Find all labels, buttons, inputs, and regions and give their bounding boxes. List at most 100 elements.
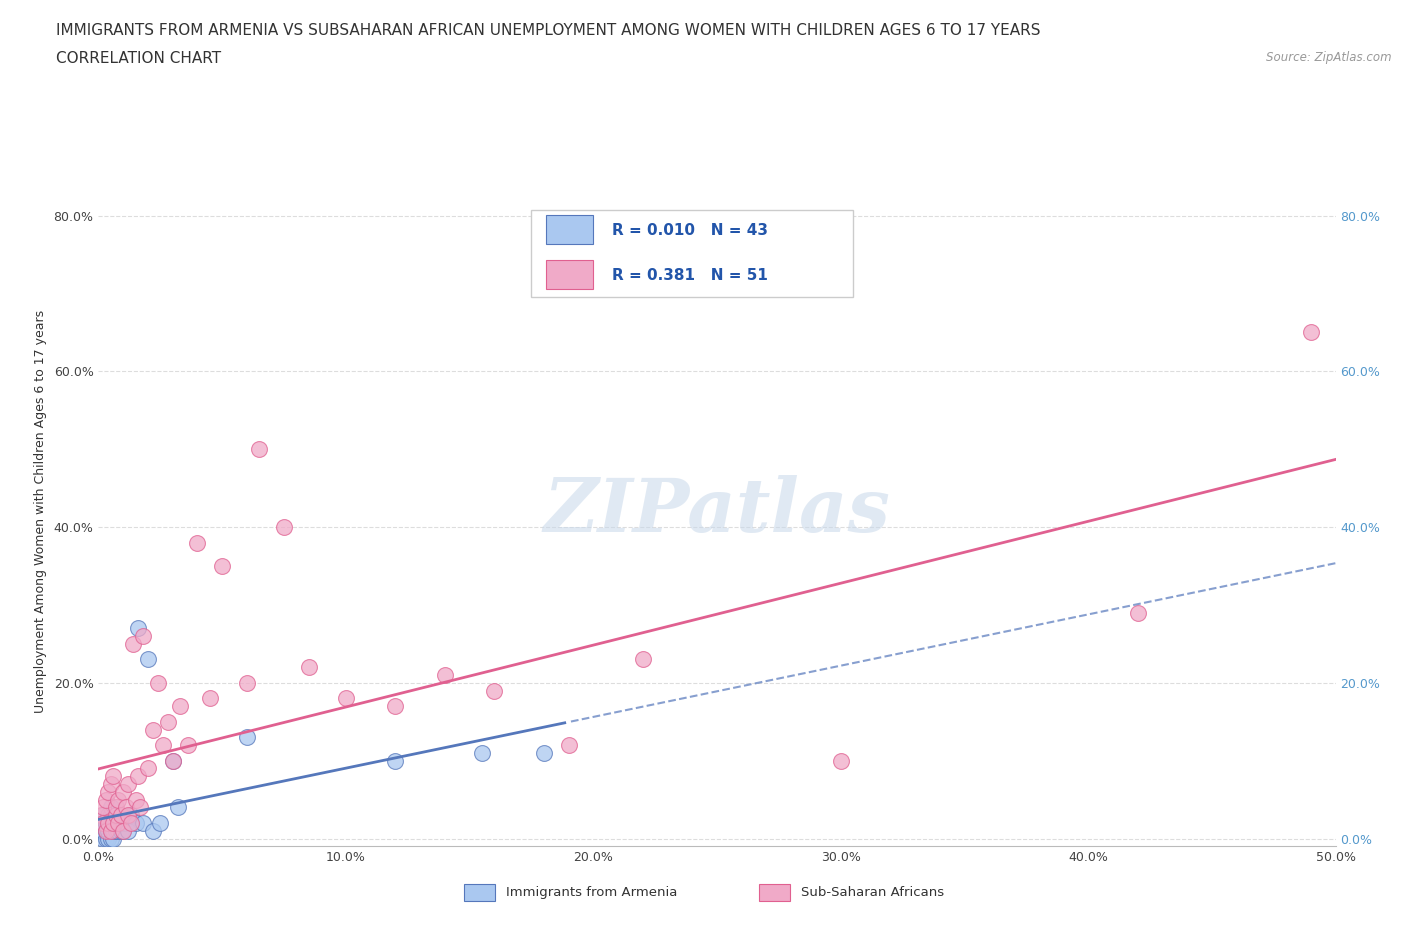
Point bbox=[104, 816, 127, 830]
Y-axis label: Unemployment Among Women with Children Ages 6 to 17 years: Unemployment Among Women with Children A… bbox=[34, 310, 46, 713]
Point bbox=[186, 535, 208, 550]
Point bbox=[93, 800, 115, 815]
Point bbox=[631, 652, 654, 667]
Point bbox=[112, 816, 135, 830]
Point bbox=[166, 800, 188, 815]
Point bbox=[120, 808, 142, 823]
Point bbox=[107, 823, 129, 838]
Point bbox=[100, 800, 122, 815]
Point bbox=[132, 816, 155, 830]
Point bbox=[176, 737, 198, 752]
Point bbox=[236, 730, 259, 745]
Point bbox=[104, 808, 127, 823]
Point bbox=[533, 746, 555, 761]
Point bbox=[471, 746, 494, 761]
Point bbox=[484, 684, 506, 698]
Point bbox=[152, 737, 174, 752]
Point bbox=[136, 652, 159, 667]
Point bbox=[103, 769, 125, 784]
Point bbox=[112, 823, 135, 838]
Point bbox=[1126, 605, 1149, 620]
Point bbox=[100, 808, 122, 823]
Point bbox=[104, 823, 127, 838]
Point bbox=[100, 823, 122, 838]
Point bbox=[93, 816, 115, 830]
Point bbox=[100, 831, 122, 846]
Point bbox=[93, 823, 115, 838]
Point bbox=[114, 800, 136, 815]
Point bbox=[384, 753, 406, 768]
Point bbox=[103, 823, 125, 838]
Point bbox=[110, 816, 132, 830]
Point bbox=[90, 808, 112, 823]
Point bbox=[103, 816, 125, 830]
Point bbox=[120, 816, 142, 830]
Point bbox=[110, 808, 132, 823]
Point bbox=[335, 691, 357, 706]
Point bbox=[117, 823, 139, 838]
Point bbox=[94, 831, 117, 846]
Text: IMMIGRANTS FROM ARMENIA VS SUBSAHARAN AFRICAN UNEMPLOYMENT AMONG WOMEN WITH CHIL: IMMIGRANTS FROM ARMENIA VS SUBSAHARAN AF… bbox=[56, 23, 1040, 38]
Point bbox=[142, 823, 165, 838]
Point bbox=[107, 816, 129, 830]
Point bbox=[100, 816, 122, 830]
Point bbox=[97, 823, 120, 838]
Point bbox=[127, 769, 149, 784]
Point bbox=[124, 816, 146, 830]
Point bbox=[384, 698, 406, 713]
Text: ZIPatlas: ZIPatlas bbox=[544, 475, 890, 548]
Point bbox=[136, 761, 159, 776]
Point bbox=[97, 816, 120, 830]
Text: R = 0.010   N = 43: R = 0.010 N = 43 bbox=[612, 223, 768, 238]
Point bbox=[103, 816, 125, 830]
Point bbox=[112, 823, 135, 838]
Text: R = 0.381   N = 51: R = 0.381 N = 51 bbox=[612, 268, 768, 283]
Point bbox=[107, 792, 129, 807]
Point bbox=[117, 777, 139, 791]
Text: Source: ZipAtlas.com: Source: ZipAtlas.com bbox=[1267, 51, 1392, 64]
Point bbox=[433, 668, 456, 683]
Point bbox=[169, 698, 191, 713]
Point bbox=[122, 636, 145, 651]
Point bbox=[162, 753, 184, 768]
Point bbox=[146, 675, 169, 690]
Point bbox=[103, 831, 125, 846]
Point bbox=[97, 784, 120, 799]
FancyBboxPatch shape bbox=[547, 216, 593, 244]
Text: Sub-Saharan Africans: Sub-Saharan Africans bbox=[801, 886, 945, 899]
Point bbox=[211, 559, 233, 574]
Point bbox=[90, 816, 112, 830]
Point bbox=[162, 753, 184, 768]
Point bbox=[94, 792, 117, 807]
Point bbox=[93, 808, 115, 823]
Point bbox=[149, 816, 172, 830]
Point bbox=[97, 816, 120, 830]
Text: Immigrants from Armenia: Immigrants from Armenia bbox=[506, 886, 678, 899]
Point bbox=[110, 823, 132, 838]
Point bbox=[198, 691, 221, 706]
Point bbox=[97, 808, 120, 823]
Point bbox=[93, 831, 115, 846]
Point bbox=[127, 621, 149, 636]
Point bbox=[247, 442, 270, 457]
Text: CORRELATION CHART: CORRELATION CHART bbox=[56, 51, 221, 66]
FancyBboxPatch shape bbox=[531, 210, 853, 298]
Point bbox=[114, 816, 136, 830]
Point bbox=[104, 800, 127, 815]
Point bbox=[557, 737, 579, 752]
Point bbox=[94, 823, 117, 838]
Point bbox=[107, 816, 129, 830]
Point bbox=[94, 823, 117, 838]
Point bbox=[132, 629, 155, 644]
Point bbox=[100, 777, 122, 791]
Point bbox=[830, 753, 852, 768]
Point bbox=[129, 800, 152, 815]
Point bbox=[112, 784, 135, 799]
Point bbox=[1299, 325, 1322, 339]
FancyBboxPatch shape bbox=[547, 260, 593, 288]
Point bbox=[236, 675, 259, 690]
Point bbox=[100, 823, 122, 838]
Point bbox=[142, 722, 165, 737]
Point bbox=[97, 831, 120, 846]
Point bbox=[94, 816, 117, 830]
